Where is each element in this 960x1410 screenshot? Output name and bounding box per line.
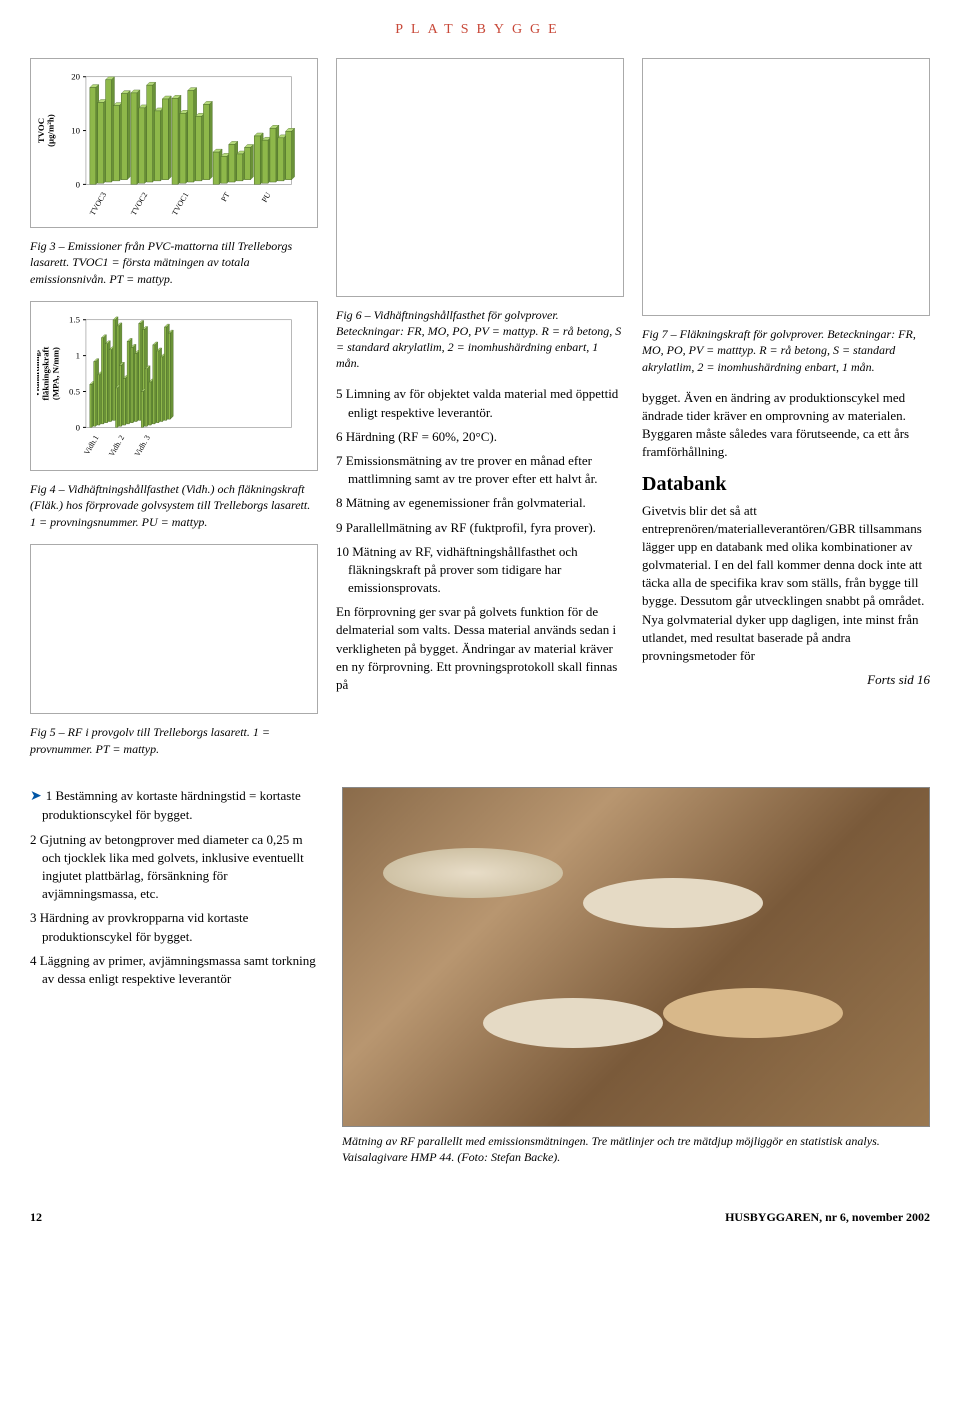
- list-item: 3 Härdning av provkropparna vid kortaste…: [30, 909, 324, 945]
- forts-link: Forts sid 16: [642, 671, 930, 689]
- list-item: ➤1 Bestämning av kortaste härdningstid =…: [30, 787, 324, 825]
- svg-text:Vidh. 2: Vidh. 2: [107, 433, 126, 457]
- fig6-caption: Fig 6 – Vidhäftningshållfasthet för golv…: [336, 307, 624, 372]
- fig7-chart: [642, 58, 930, 317]
- svg-text:Vidh. 3: Vidh. 3: [133, 433, 152, 457]
- svg-text:(MPA, N/mm): (MPA, N/mm): [51, 347, 61, 400]
- list-item: 6 Härdning (RF = 60%, 20°C).: [336, 428, 624, 446]
- list-item: 8 Mätning av egenemissioner från golvmat…: [336, 494, 624, 512]
- fig5-chart: [30, 544, 318, 715]
- svg-text:TVOC1: TVOC1: [170, 190, 190, 216]
- svg-text:20: 20: [71, 71, 80, 81]
- svg-text:TVOC2: TVOC2: [129, 190, 149, 216]
- fig5-caption: Fig 5 – RF i provgolv till Trelleborgs l…: [30, 724, 318, 756]
- section-header: PLATSBYGGE: [30, 20, 930, 40]
- fig4-chart: 00.511.5Vidhäftning,fläkningskraft(MPA, …: [30, 301, 318, 472]
- footer-pub: HUSBYGGAREN, nr 6, november 2002: [725, 1209, 930, 1226]
- svg-text:TVOC: TVOC: [37, 118, 46, 143]
- svg-text:TVOC3: TVOC3: [88, 190, 108, 216]
- svg-text:10: 10: [71, 125, 80, 135]
- svg-text:fläkningskraft: fläkningskraft: [41, 346, 51, 400]
- column-3: Fig 7 – Fläkningskraft för golvprover. B…: [642, 58, 930, 771]
- fig3-caption: Fig 3 – Emissioner från PVC-mattorna til…: [30, 238, 318, 287]
- photo-block: Mätning av RF parallellt med emissionsmä…: [342, 787, 930, 1179]
- col3-para1: bygget. Även en ändring av produktionscy…: [642, 389, 930, 462]
- list-item: 2 Gjutning av betongprover med diameter …: [30, 831, 324, 904]
- svg-text:1: 1: [76, 350, 80, 360]
- column-2: Fig 6 – Vidhäftningshållfasthet för golv…: [336, 58, 624, 771]
- col3-para2: Givetvis blir det så att entreprenören/m…: [642, 502, 930, 666]
- svg-text:PT: PT: [219, 190, 231, 203]
- list-item: 7 Emissionsmätning av tre prover en måna…: [336, 452, 624, 488]
- photo-caption: Mätning av RF parallellt med emissionsmä…: [342, 1133, 930, 1165]
- svg-text:Vidh.1: Vidh.1: [82, 433, 100, 456]
- list-item: 4 Läggning av primer, avjämningsmassa sa…: [30, 952, 324, 988]
- svg-text:PU: PU: [260, 190, 273, 203]
- page-number: 12: [30, 1209, 42, 1226]
- svg-text:1.5: 1.5: [69, 314, 81, 324]
- fig6-chart: [336, 58, 624, 297]
- fig3-chart: 0 10 20 TVOC(µg/m²h) TVOC3 TVOC2 TVOC1 PT PU: [30, 58, 318, 229]
- list-item: 10 Mätning av RF, vidhäftningshållfasthe…: [336, 543, 624, 598]
- fig4-caption: Fig 4 – Vidhäftningshållfasthet (Vidh.) …: [30, 481, 318, 530]
- databank-title: Databank: [642, 470, 930, 498]
- main-columns: 01020TVOC(µg/m²h)TVOC3TVOC2TVOC1PTPU Fig…: [30, 58, 930, 771]
- svg-text:0.5: 0.5: [69, 386, 81, 396]
- svg-text:0: 0: [76, 179, 81, 189]
- col2-para: En förprovning ger svar på golvets funkt…: [336, 603, 624, 694]
- bottom-row: ➤1 Bestämning av kortaste härdningstid =…: [30, 787, 930, 1179]
- photo-placeholder: [342, 787, 930, 1127]
- bottom-left-text: ➤1 Bestämning av kortaste härdningstid =…: [30, 787, 324, 1179]
- col2-body: 5 Limning av för objektet valda material…: [336, 385, 624, 597]
- svg-text:0: 0: [76, 422, 81, 432]
- column-1: 01020TVOC(µg/m²h)TVOC3TVOC2TVOC1PTPU Fig…: [30, 58, 318, 771]
- page-footer: 12 HUSBYGGAREN, nr 6, november 2002: [30, 1209, 930, 1226]
- svg-text:(µg/m²h): (µg/m²h): [46, 114, 56, 147]
- list-item: 5 Limning av för objektet valda material…: [336, 385, 624, 421]
- continuation-arrow-icon: ➤: [30, 789, 42, 804]
- list-item: 9 Parallellmätning av RF (fuktprofil, fy…: [336, 519, 624, 537]
- fig7-caption: Fig 7 – Fläkningskraft för golvprover. B…: [642, 326, 930, 375]
